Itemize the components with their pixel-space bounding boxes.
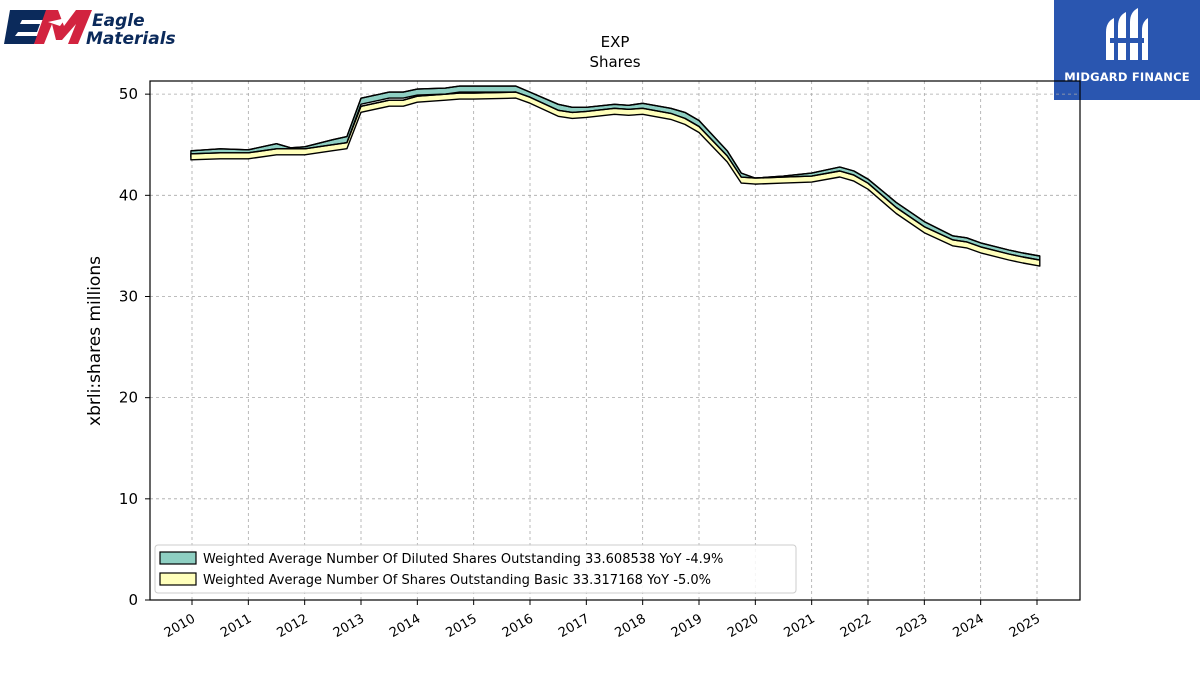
logo-letter-e — [4, 10, 48, 44]
legend-swatch-basic — [159, 572, 197, 586]
x-tick-label: 2019 — [669, 611, 705, 641]
y-tick-label: 10 — [119, 490, 138, 508]
x-tick-label: 2012 — [275, 611, 311, 641]
legend-swatch-diluted — [159, 551, 197, 565]
chart-title: EXP — [601, 33, 630, 51]
eagle-materials-logo: Eagle Materials — [4, 4, 176, 49]
y-axis-ticks: 0 10 20 30 40 50 — [119, 85, 150, 609]
x-tick-label: 2010 — [162, 611, 198, 641]
legend-box — [154, 544, 797, 594]
midgard-logo-text: MIDGARD FINANCE — [1064, 70, 1190, 84]
logo-letter-m — [34, 10, 92, 44]
y-tick-label: 0 — [128, 591, 138, 609]
x-tick-label: 2011 — [218, 611, 254, 641]
legend-label-diluted: Weighted Average Number Of Diluted Share… — [203, 552, 723, 567]
y-tick-label: 30 — [119, 287, 138, 305]
x-tick-label: 2014 — [387, 611, 423, 641]
x-tick-label: 2022 — [838, 611, 874, 641]
y-axis-label: xbrli:shares millions — [85, 256, 105, 426]
chart-subtitle: Shares — [589, 53, 640, 71]
x-tick-label: 2023 — [894, 611, 930, 641]
x-axis-ticks: 2010 2011 2012 2013 2014 2015 2016 2017 2018 2019… — [162, 600, 1043, 641]
grid-lines — [150, 81, 1080, 600]
y-tick-label: 40 — [119, 186, 138, 204]
x-tick-label: 2024 — [951, 611, 987, 641]
x-tick-label: 2013 — [331, 611, 367, 641]
y-tick-label: 50 — [119, 85, 138, 103]
plot-frame — [149, 80, 1081, 601]
x-tick-label: 2025 — [1007, 611, 1043, 641]
x-tick-label: 2016 — [500, 611, 536, 641]
series-areas — [190, 85, 1041, 267]
y-tick-label: 20 — [119, 389, 138, 407]
logo-text-line1: Eagle — [92, 11, 145, 31]
x-tick-label: 2021 — [782, 611, 818, 641]
midgard-finance-logo: MIDGARD FINANCE — [1054, 0, 1200, 100]
eagle-icon — [48, 18, 66, 26]
basic-shares-line — [190, 91, 1040, 261]
basic-shares-band — [190, 91, 1041, 267]
x-tick-label: 2017 — [556, 611, 592, 641]
legend-label-basic: Weighted Average Number Of Shares Outsta… — [203, 573, 711, 588]
x-tick-label: 2020 — [725, 611, 761, 641]
legend: Weighted Average Number Of Diluted Share… — [154, 544, 797, 594]
midgard-logo-icon — [1106, 8, 1148, 60]
x-tick-label: 2018 — [613, 611, 649, 641]
logo-text-line2: Materials — [86, 29, 176, 46]
diluted-shares-line — [190, 85, 1040, 257]
eagle-materials-logo-mark: Eagle Materials — [4, 10, 176, 49]
x-tick-label: 2015 — [444, 611, 480, 641]
